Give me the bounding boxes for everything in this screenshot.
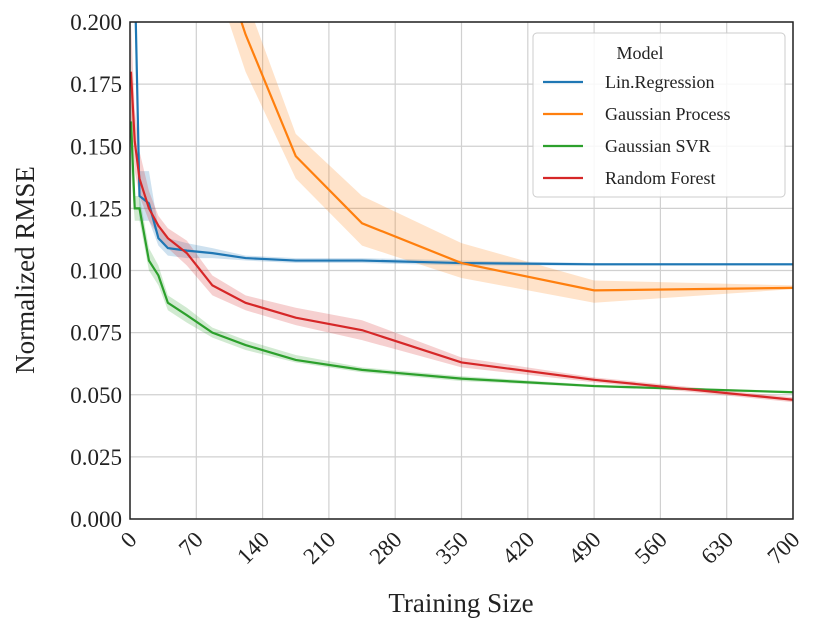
y-tick-label: 0.100 — [70, 259, 122, 284]
series-line — [240, 22, 793, 292]
x-tick-label: 630 — [696, 527, 738, 569]
x-tick-label: 350 — [431, 527, 473, 569]
legend-label: Gaussian SVR — [605, 136, 711, 156]
x-axis-label: Training Size — [388, 588, 533, 618]
legend-label: Lin.Regression — [605, 72, 715, 92]
legend: Model Lin.Regression Gaussian Process Gauss… — [532, 32, 786, 198]
y-tick-label: 0.075 — [70, 321, 122, 346]
confidence-band — [228, 22, 793, 303]
legend-label: Gaussian Process — [605, 104, 730, 124]
y-axis-label: Normalized RMSE — [10, 166, 40, 374]
series-line — [130, 71, 793, 401]
x-tick-label: 0 — [116, 527, 142, 553]
series-line — [134, 22, 793, 266]
x-tick-label: 70 — [174, 527, 208, 561]
x-tick-label: 140 — [232, 527, 274, 569]
y-tick-label: 0.175 — [70, 72, 122, 97]
series-line — [130, 121, 793, 394]
plot-frame — [129, 21, 794, 520]
legend-title: Model — [617, 43, 664, 63]
x-tick-label: 420 — [497, 527, 539, 569]
y-tick-label: 0.025 — [70, 445, 122, 470]
bands — [130, 22, 793, 403]
y-tick-label: 0.050 — [70, 383, 122, 408]
legend-label: Random Forest — [605, 168, 716, 188]
grid — [129, 21, 794, 520]
x-tick-label: 210 — [298, 527, 340, 569]
y-tick-label: 0.000 — [70, 507, 122, 532]
y-tick-label: 0.150 — [70, 134, 122, 159]
x-tick-label: 700 — [762, 527, 804, 569]
y-tick-label: 0.125 — [70, 196, 122, 221]
legend-frame — [532, 32, 786, 198]
x-tick-label: 560 — [630, 527, 672, 569]
lines — [130, 22, 793, 401]
x-tick-label: 280 — [365, 527, 407, 569]
y-tick-label: 0.200 — [70, 10, 122, 35]
x-tick-label: 490 — [564, 527, 606, 569]
